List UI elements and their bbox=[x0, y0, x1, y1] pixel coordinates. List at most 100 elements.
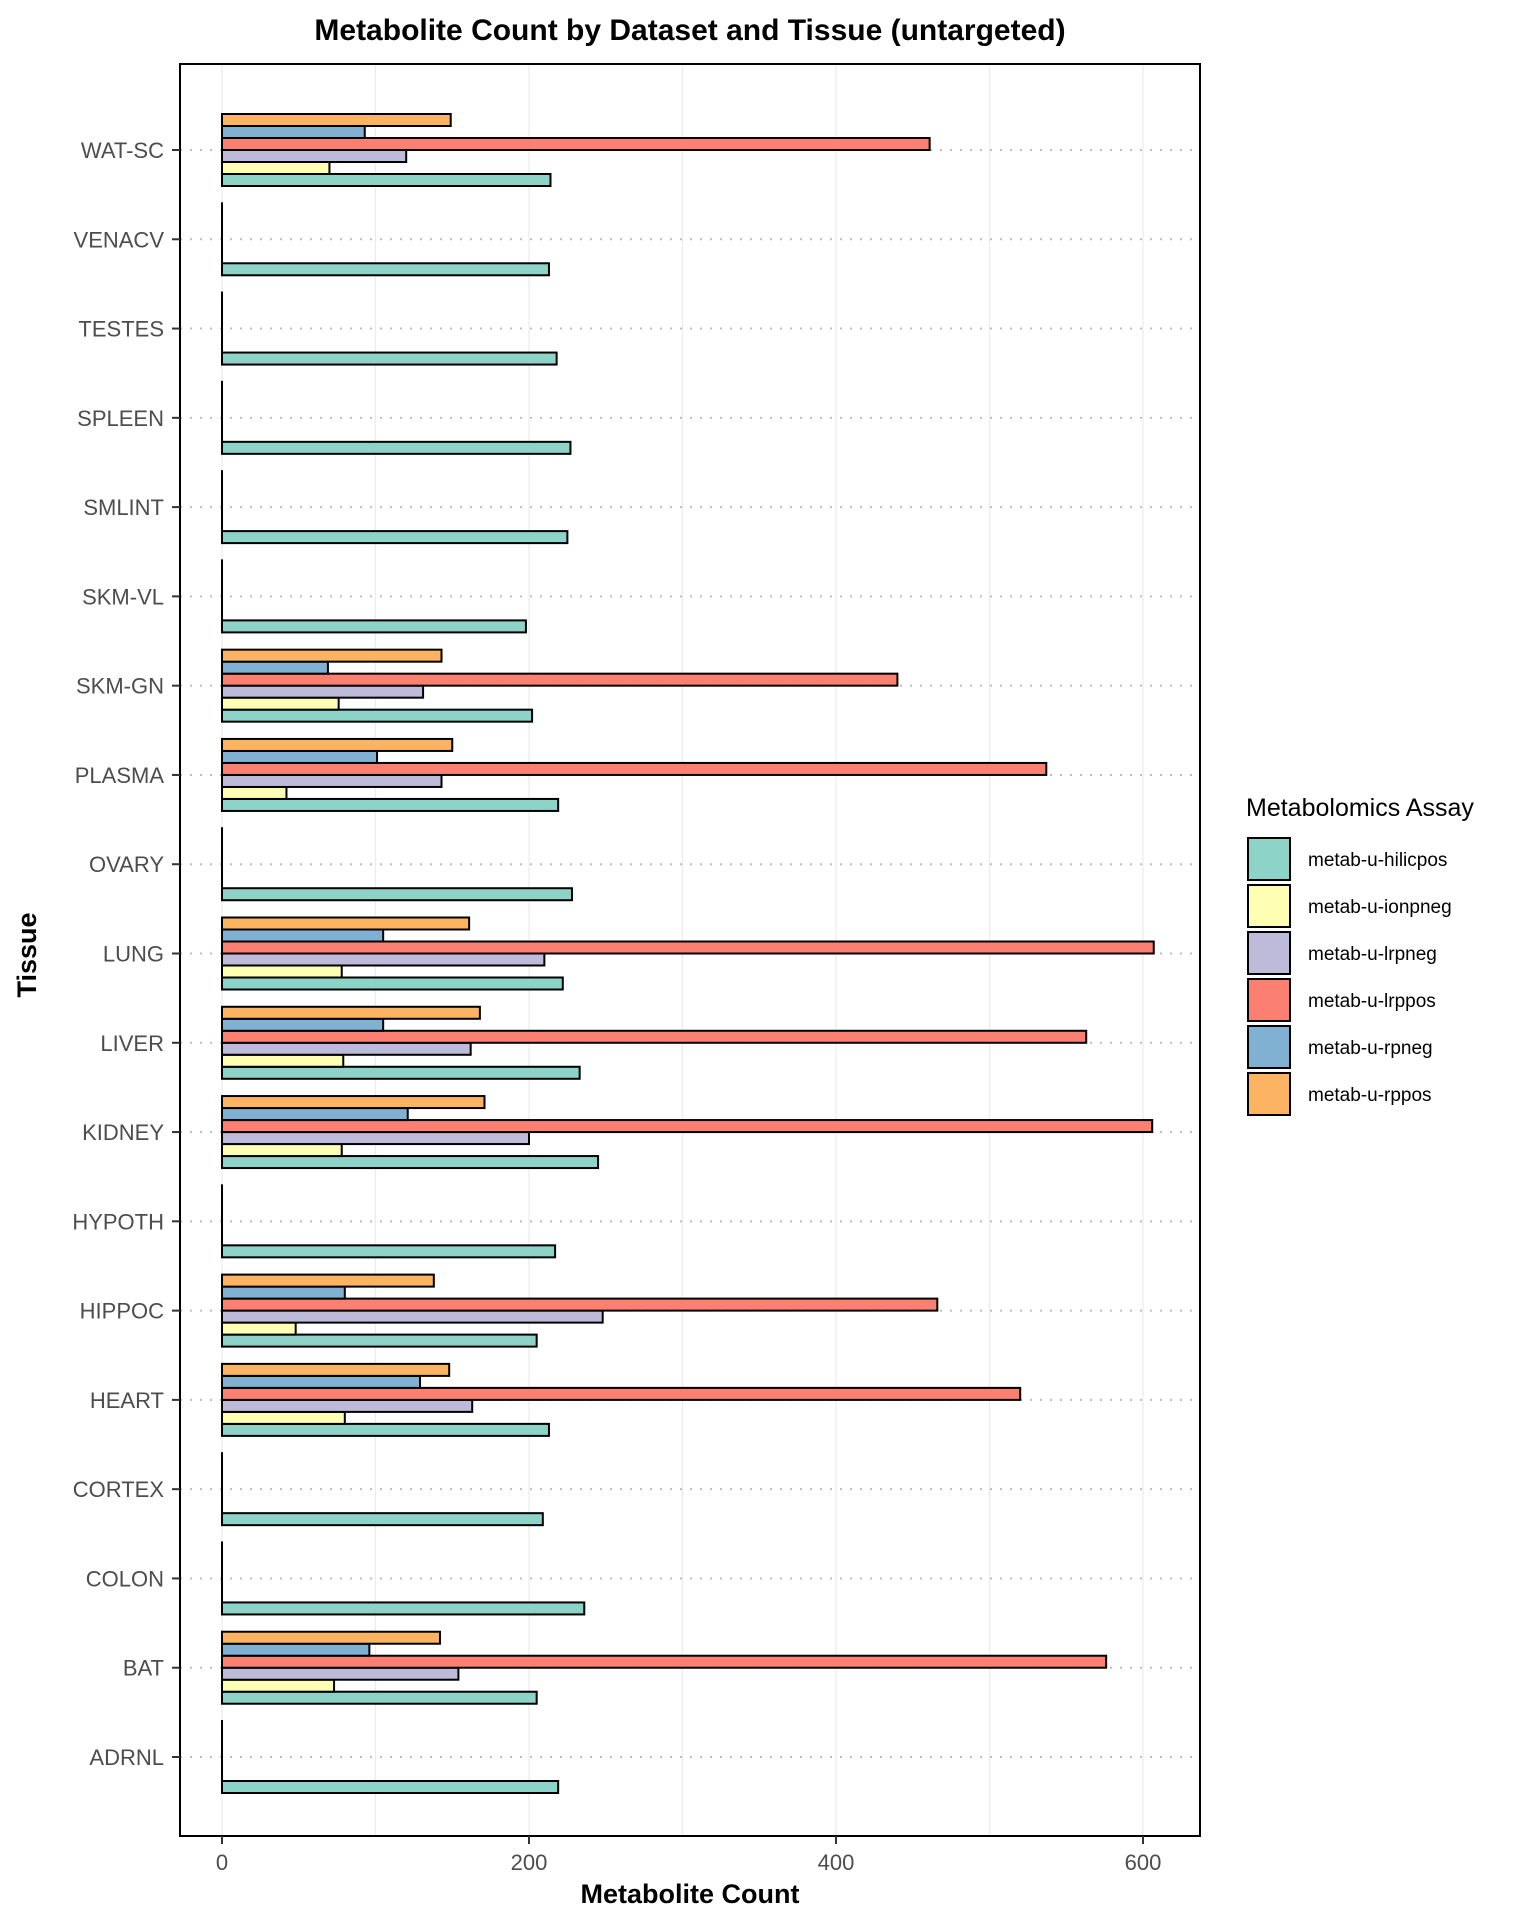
bar-smlint-metab-u-hilicpos bbox=[221, 530, 569, 545]
bar-heart-metab-u-lrppos bbox=[221, 1386, 1022, 1401]
bar-skm-gn-metab-u-rpneg bbox=[221, 660, 329, 675]
y-tick-label: WAT-SC bbox=[81, 138, 164, 163]
bar-ovary-metab-u-hilicpos bbox=[221, 887, 573, 902]
legend-label: metab-u-lrpneg bbox=[1308, 944, 1437, 965]
chart-title: Metabolite Count by Dataset and Tissue (… bbox=[314, 14, 1065, 47]
bar-plasma-metab-u-hilicpos bbox=[221, 797, 560, 812]
y-tick-label: SKM-VL bbox=[82, 584, 164, 609]
bar-skm-vl-metab-u-hilicpos bbox=[221, 619, 527, 634]
legend-key-metab-u-hilicpos bbox=[1247, 837, 1291, 881]
bar-wat-sc-metab-u-rpneg bbox=[221, 125, 366, 139]
bar-skm-gn-metab-u-lrppos bbox=[221, 672, 899, 687]
bar-wat-sc-metab-u-hilicpos bbox=[221, 173, 552, 187]
bar-liver-metab-u-rpneg bbox=[221, 1017, 385, 1032]
legend-label: metab-u-lrppos bbox=[1308, 991, 1436, 1012]
y-tick-label: HEART bbox=[90, 1388, 164, 1413]
bar-heart-metab-u-rppos bbox=[221, 1362, 451, 1377]
bar-heart-metab-u-hilicpos bbox=[221, 1422, 550, 1437]
legend-label: metab-u-hilicpos bbox=[1308, 850, 1447, 871]
y-tick-label: BAT bbox=[123, 1656, 164, 1681]
bar-kidney-metab-u-rppos bbox=[221, 1095, 486, 1110]
bar-lung-metab-u-lrppos bbox=[221, 940, 1155, 955]
bar-wat-sc-metab-u-rppos bbox=[221, 113, 452, 127]
bar-bat-metab-u-hilicpos bbox=[221, 1690, 538, 1705]
bar-bat-metab-u-lrpneg bbox=[221, 1666, 460, 1681]
bar-kidney-metab-u-lrpneg bbox=[221, 1131, 530, 1146]
x-tick-label: 600 bbox=[1125, 1850, 1162, 1875]
bar-hippoc-metab-u-ionpneg bbox=[221, 1321, 297, 1336]
bar-kidney-metab-u-rpneg bbox=[221, 1107, 409, 1122]
y-tick-label: VENACV bbox=[74, 227, 165, 252]
bar-plasma-metab-u-rpneg bbox=[221, 749, 379, 764]
bar-skm-gn-metab-u-lrpneg bbox=[221, 684, 425, 699]
y-tick-label: COLON bbox=[86, 1566, 164, 1591]
bar-lung-metab-u-rpneg bbox=[221, 928, 385, 943]
legend-label: metab-u-rpneg bbox=[1308, 1038, 1433, 1059]
bar-liver-metab-u-rppos bbox=[221, 1005, 481, 1020]
bar-lung-metab-u-ionpneg bbox=[221, 964, 343, 979]
y-tick-label: LUNG bbox=[103, 942, 164, 967]
y-axis-ticks: ADRNL BAT COLON CORTEX HEART HIPPOC HYPOTH KIDN… bbox=[72, 138, 180, 1770]
y-tick-label: CORTEX bbox=[73, 1477, 165, 1502]
y-tick-label: SPLEEN bbox=[77, 406, 164, 431]
bar-lung-metab-u-rppos bbox=[221, 916, 471, 931]
bar-cortex-metab-u-hilicpos bbox=[221, 1512, 544, 1527]
bar-venacv-metab-u-hilicpos bbox=[221, 262, 550, 277]
legend-label: metab-u-ionpneg bbox=[1308, 897, 1452, 918]
bar-heart-metab-u-lrpneg bbox=[221, 1398, 474, 1413]
legend-label: metab-u-rppos bbox=[1308, 1085, 1432, 1106]
x-tick-label: 400 bbox=[818, 1850, 855, 1875]
x-tick-label: 0 bbox=[216, 1850, 228, 1875]
y-tick-label: PLASMA bbox=[75, 763, 165, 788]
bar-plasma-metab-u-lrppos bbox=[221, 761, 1048, 776]
y-tick-label: HYPOTH bbox=[72, 1209, 164, 1234]
x-tick-label: 200 bbox=[511, 1850, 548, 1875]
legend-key-metab-u-rpneg bbox=[1247, 1025, 1291, 1069]
bar-kidney-metab-u-ionpneg bbox=[221, 1143, 343, 1158]
bar-bat-metab-u-rpneg bbox=[221, 1642, 371, 1657]
bar-bat-metab-u-ionpneg bbox=[221, 1678, 336, 1693]
bar-liver-metab-u-lrppos bbox=[221, 1029, 1088, 1044]
bar-spleen-metab-u-hilicpos bbox=[221, 440, 572, 455]
bar-hippoc-metab-u-rppos bbox=[221, 1273, 435, 1288]
y-tick-label: OVARY bbox=[89, 852, 164, 877]
legend-title: Metabolomics Assay bbox=[1246, 794, 1474, 822]
bar-kidney-metab-u-lrppos bbox=[221, 1119, 1154, 1134]
legend-key-metab-u-lrpneg bbox=[1247, 931, 1291, 975]
bar-kidney-metab-u-hilicpos bbox=[221, 1155, 600, 1170]
x-axis-title: Metabolite Count bbox=[581, 1879, 800, 1909]
bar-liver-metab-u-hilicpos bbox=[221, 1065, 581, 1080]
legend-key-metab-u-rppos bbox=[1247, 1072, 1291, 1116]
bar-liver-metab-u-ionpneg bbox=[221, 1053, 345, 1068]
legend-key-metab-u-ionpneg bbox=[1247, 884, 1291, 928]
bar-wat-sc-metab-u-lrpneg bbox=[221, 149, 408, 163]
y-tick-label: KIDNEY bbox=[82, 1120, 164, 1145]
bar-heart-metab-u-ionpneg bbox=[221, 1410, 346, 1425]
bar-colon-metab-u-hilicpos bbox=[221, 1601, 586, 1616]
y-tick-label: HIPPOC bbox=[80, 1299, 164, 1324]
bar-hippoc-metab-u-rpneg bbox=[221, 1285, 346, 1300]
bar-hippoc-metab-u-lrpneg bbox=[221, 1309, 604, 1324]
bar-lung-metab-u-hilicpos bbox=[221, 976, 564, 991]
bar-liver-metab-u-lrpneg bbox=[221, 1041, 472, 1056]
legend: Metabolomics Assay metab-u-hilicpos metab… bbox=[1246, 794, 1474, 1116]
bar-heart-metab-u-rpneg bbox=[221, 1374, 422, 1389]
bar-bat-metab-u-rppos bbox=[221, 1630, 441, 1645]
y-tick-label: SMLINT bbox=[83, 495, 164, 520]
y-tick-label: SKM-GN bbox=[76, 674, 164, 699]
bar-hippoc-metab-u-lrppos bbox=[221, 1297, 939, 1312]
bar-bat-metab-u-lrppos bbox=[221, 1654, 1108, 1669]
bar-hippoc-metab-u-hilicpos bbox=[221, 1333, 538, 1348]
bars bbox=[221, 113, 1155, 1794]
legend-key-metab-u-lrppos bbox=[1247, 978, 1291, 1022]
bar-hypoth-metab-u-hilicpos bbox=[221, 1244, 557, 1259]
plot-border bbox=[179, 63, 1201, 1837]
y-tick-label: TESTES bbox=[78, 317, 164, 342]
bar-lung-metab-u-lrpneg bbox=[221, 952, 546, 967]
bar-wat-sc-metab-u-ionpneg bbox=[221, 161, 331, 175]
bar-testes-metab-u-hilicpos bbox=[221, 351, 558, 366]
bar-skm-gn-metab-u-ionpneg bbox=[221, 696, 340, 711]
y-tick-label: LIVER bbox=[100, 1031, 164, 1056]
bar-adrnl-metab-u-hilicpos bbox=[221, 1780, 560, 1794]
